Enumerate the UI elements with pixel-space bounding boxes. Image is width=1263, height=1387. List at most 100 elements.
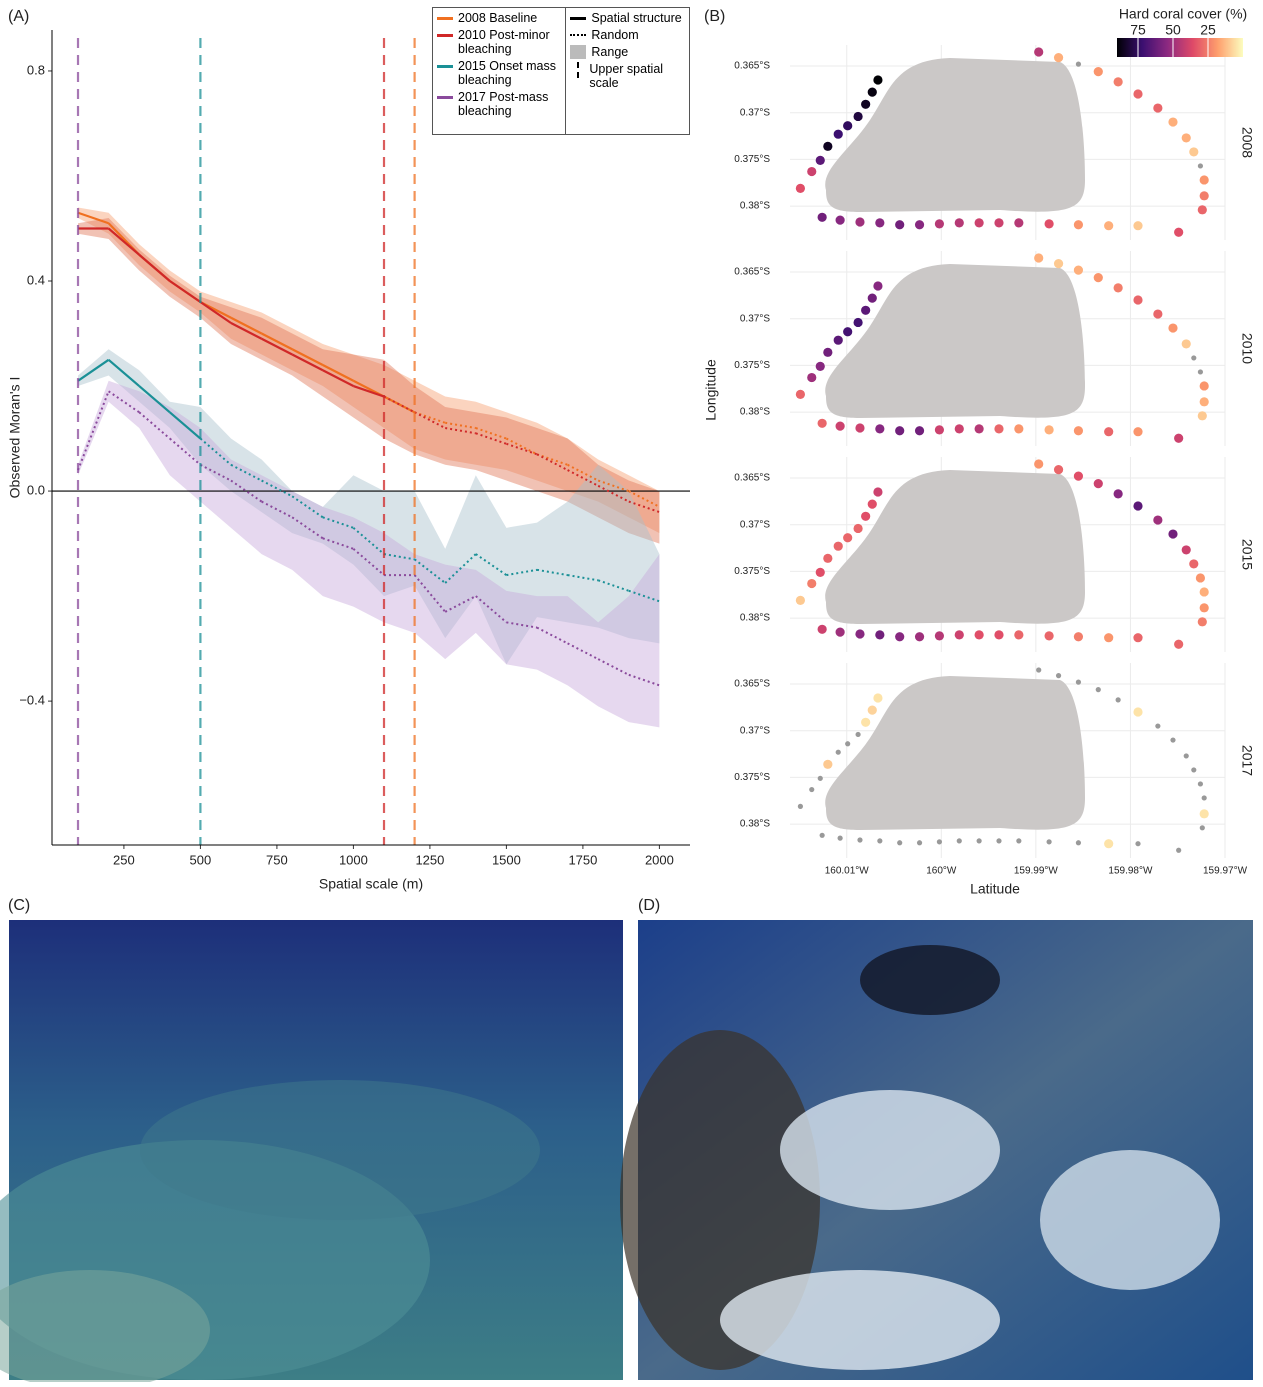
y-tick-label: 0.38°S <box>740 819 770 830</box>
site-point <box>809 787 814 792</box>
site-point <box>861 306 870 315</box>
site-point <box>1014 424 1023 433</box>
site-point <box>1076 62 1081 67</box>
site-point <box>838 836 843 841</box>
site-point <box>823 142 832 151</box>
legend-label: Spatial structure <box>591 11 681 25</box>
legend-item: Spatial structure <box>570 11 685 25</box>
site-point <box>1133 221 1142 230</box>
site-point <box>897 840 902 845</box>
site-point <box>1189 559 1198 568</box>
site-point <box>1200 175 1209 184</box>
site-point <box>796 390 805 399</box>
x-tick-label: 160.01°W <box>825 866 870 877</box>
site-point <box>877 838 882 843</box>
colorbar-tick-label: 50 <box>1165 22 1181 38</box>
site-point <box>895 632 904 641</box>
site-point <box>1074 266 1083 275</box>
site-point <box>820 833 825 838</box>
site-point <box>873 281 882 290</box>
site-point <box>895 220 904 229</box>
site-point <box>994 424 1003 433</box>
site-point <box>1198 205 1207 214</box>
y-tick-label: 0.365°S <box>734 473 770 484</box>
site-point <box>937 839 942 844</box>
site-point <box>1135 841 1140 846</box>
site-point <box>1168 117 1177 126</box>
site-point <box>1116 697 1121 702</box>
site-point <box>935 425 944 434</box>
panel-label: (B) <box>704 8 725 25</box>
site-point <box>935 631 944 640</box>
site-point <box>855 217 864 226</box>
site-point <box>1191 767 1196 772</box>
site-point <box>1054 53 1063 62</box>
site-point <box>807 373 816 382</box>
island <box>825 58 1085 212</box>
site-point <box>1054 465 1063 474</box>
photo-d <box>620 920 1253 1380</box>
island <box>825 676 1085 830</box>
island <box>825 264 1085 418</box>
site-point <box>1153 515 1162 524</box>
site-point <box>1014 218 1023 227</box>
site-point <box>955 424 964 433</box>
site-point <box>1045 425 1054 434</box>
y-tick-label: 0.375°S <box>734 154 770 165</box>
x-tick-label: 159.97°W <box>1203 866 1248 877</box>
site-point <box>1094 67 1103 76</box>
site-point <box>1200 381 1209 390</box>
site-point <box>996 838 1001 843</box>
legend-item: Range <box>570 45 685 59</box>
site-point <box>975 424 984 433</box>
site-point <box>1200 809 1209 818</box>
y-axis-title: Observed Moran's I <box>7 377 23 499</box>
legend-item: 2010 Post-minor bleaching <box>437 28 561 56</box>
site-point <box>1016 838 1021 843</box>
site-point <box>1200 587 1209 596</box>
site-point <box>868 706 877 715</box>
site-point <box>1174 228 1183 237</box>
x-tick-label: 500 <box>190 852 212 867</box>
site-point <box>1182 545 1191 554</box>
facet-label: 2010 <box>1239 333 1255 364</box>
site-point <box>1184 753 1189 758</box>
page: (A) (B) (C) (D) −0.40.00.40.825050075010… <box>0 0 1263 1382</box>
site-point <box>816 156 825 165</box>
site-point <box>1056 673 1061 678</box>
site-point <box>818 776 823 781</box>
site-point <box>1182 339 1191 348</box>
y-axis-title: Longitude <box>703 359 719 421</box>
site-point <box>823 348 832 357</box>
site-point <box>1182 133 1191 142</box>
site-point <box>1104 839 1113 848</box>
y-tick-label: 0.38°S <box>740 407 770 418</box>
site-point <box>873 693 882 702</box>
site-point <box>834 542 843 551</box>
x-tick-label: 160°W <box>926 866 957 877</box>
site-point <box>1104 633 1113 642</box>
site-point <box>1198 617 1207 626</box>
site-point <box>1133 295 1142 304</box>
y-tick-label: 0.375°S <box>734 772 770 783</box>
site-point <box>1104 427 1113 436</box>
y-tick-label: 0.37°S <box>740 313 770 324</box>
site-point <box>975 630 984 639</box>
site-point <box>816 362 825 371</box>
site-point <box>807 579 816 588</box>
site-point <box>853 318 862 327</box>
y-tick-label: 0.365°S <box>734 679 770 690</box>
x-tick-label: 1000 <box>339 852 368 867</box>
site-point <box>873 75 882 84</box>
site-point <box>1133 633 1142 642</box>
site-point <box>1191 355 1196 360</box>
legend-item: 2008 Baseline <box>437 11 561 25</box>
site-point <box>1074 220 1083 229</box>
x-tick-label: 1250 <box>415 852 444 867</box>
y-tick-label: 0.365°S <box>734 267 770 278</box>
site-point <box>1114 489 1123 498</box>
site-point <box>1153 103 1162 112</box>
site-point <box>895 426 904 435</box>
site-point <box>1047 839 1052 844</box>
legend-label: Range <box>591 45 628 59</box>
